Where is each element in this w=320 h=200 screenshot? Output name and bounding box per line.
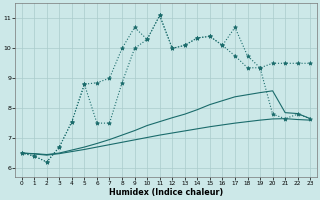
X-axis label: Humidex (Indice chaleur): Humidex (Indice chaleur) (109, 188, 223, 197)
